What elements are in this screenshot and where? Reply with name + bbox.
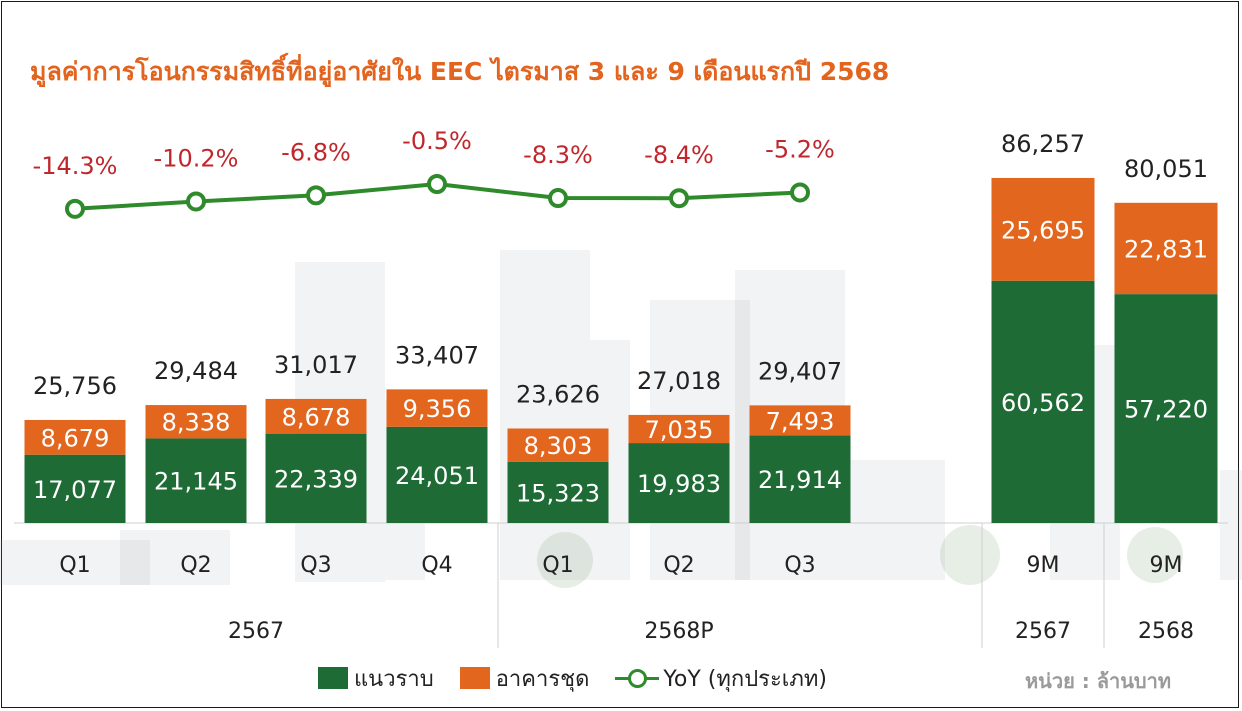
data-label-low-rise: 60,562 <box>1001 389 1085 417</box>
background-tree <box>1127 527 1183 583</box>
data-label-low-rise: 21,145 <box>154 468 238 496</box>
data-label-low-rise: 24,051 <box>395 462 479 490</box>
yoy-point <box>65 198 85 219</box>
background-building <box>1220 470 1242 580</box>
data-label-low-rise: 21,914 <box>758 466 842 494</box>
bar-low-rise <box>749 435 851 523</box>
background-building <box>500 250 590 580</box>
background-building <box>120 530 230 585</box>
bar-low-rise <box>628 443 730 523</box>
x-group-label: 2568P <box>644 619 713 644</box>
data-label-total: 23,626 <box>516 380 600 408</box>
legend-swatch-condo <box>459 667 490 689</box>
data-label-total: 80,051 <box>1124 155 1208 183</box>
data-label-total: 27,018 <box>637 367 721 395</box>
bar-condo <box>507 428 609 462</box>
x-tick-label: Q3 <box>300 553 331 578</box>
bar-condo <box>145 405 247 439</box>
bar-low-rise <box>1114 294 1218 523</box>
yoy-point <box>306 185 326 206</box>
data-label-total: 25,756 <box>33 372 117 400</box>
legend-item-yoy: YoY (ทุกประเภท) <box>615 661 827 696</box>
yoy-point <box>427 174 447 194</box>
yoy-data-label: -8.3% <box>523 141 593 169</box>
data-label-low-rise: 17,077 <box>33 476 117 504</box>
legend-swatch-low-rise <box>318 667 348 689</box>
data-label-condo: 8,678 <box>282 403 351 431</box>
legend-label-condo: อาคารชุด <box>495 666 590 692</box>
unit-note: หน่วย : ล้านบาท <box>1025 669 1171 693</box>
x-tick-label: Q2 <box>180 553 211 578</box>
data-label-condo: 9,356 <box>403 395 472 423</box>
x-tick-label: Q1 <box>542 553 573 578</box>
data-label-condo: 25,695 <box>1001 216 1085 244</box>
yoy-data-label: -0.5% <box>402 127 472 155</box>
data-label-low-rise: 15,323 <box>516 479 600 507</box>
data-label-condo: 7,035 <box>645 416 714 444</box>
bar-condo <box>991 177 1095 281</box>
bar-low-rise <box>24 454 126 523</box>
legend: แนวราบ อาคารชุด YoY (ทุกประเภท) <box>318 660 853 696</box>
yoy-data-label: -14.3% <box>33 152 118 180</box>
data-label-condo: 8,338 <box>162 409 231 437</box>
bar-condo <box>749 405 851 436</box>
x-tick-label: Q1 <box>59 553 90 578</box>
x-tick-label: 9M <box>1150 553 1183 578</box>
category-axis: Q1 Q2 Q3 Q4 Q1 Q2 Q3 9M 9M 2567 2568P 2567 2568 <box>59 553 1194 644</box>
background-building <box>845 460 945 580</box>
bar-condo <box>1114 202 1218 295</box>
yoy-line-series: -14.3% -10.2% -6.8% -0.5% -8.3% -8.4% -5.2% <box>33 127 835 219</box>
bar-low-rise <box>991 280 1095 523</box>
chart-title: มูลค่าการโอนกรรมสิทธิ์ที่อยู่อาศัยใน EEC… <box>30 57 890 86</box>
legend-item-low-rise: แนวราบ <box>318 661 434 696</box>
yoy-point <box>790 182 810 203</box>
data-label-condo: 8,303 <box>524 432 593 460</box>
legend-label-low-rise: แนวราบ <box>354 666 434 692</box>
data-label-low-rise: 22,339 <box>274 465 358 493</box>
bar-condo <box>386 389 488 427</box>
yoy-data-label: -8.4% <box>644 141 714 169</box>
yoy-data-label: -6.8% <box>281 138 351 166</box>
bar-low-rise <box>507 461 609 523</box>
data-label-condo: 22,831 <box>1124 235 1208 263</box>
data-label-total: 29,407 <box>758 357 842 385</box>
background-tree <box>537 532 593 588</box>
x-tick-label: Q4 <box>421 553 452 578</box>
legend-label-yoy: YoY (ทุกประเภท) <box>663 666 827 692</box>
data-label-low-rise: 19,983 <box>637 470 721 498</box>
yoy-data-label: -10.2% <box>154 144 239 172</box>
x-group-label: 2567 <box>1015 619 1071 644</box>
x-group-label: 2568 <box>1138 619 1194 644</box>
data-label-condo: 7,493 <box>766 407 835 435</box>
data-label-total: 33,407 <box>395 341 479 369</box>
data-label-total: 31,017 <box>274 351 358 379</box>
legend-item-condo: อาคารชุด <box>459 661 590 696</box>
yoy-point <box>186 191 206 212</box>
data-label-total: 86,257 <box>1001 130 1085 158</box>
data-label-condo: 8,679 <box>41 424 110 452</box>
data-label-total: 29,484 <box>154 357 238 385</box>
background-building <box>0 540 150 585</box>
bar-condo <box>265 398 367 434</box>
yoy-point <box>669 188 689 209</box>
x-tick-label: Q3 <box>784 553 815 578</box>
bar-low-rise <box>386 426 488 523</box>
bar-condo <box>628 414 730 444</box>
yoy-data-label: -5.2% <box>765 135 835 163</box>
x-tick-label: 9M <box>1027 553 1060 578</box>
bar-condo <box>24 419 126 455</box>
bar-low-rise <box>265 433 367 523</box>
x-tick-label: Q2 <box>663 553 694 578</box>
data-label-low-rise: 57,220 <box>1124 396 1208 424</box>
legend-marker-yoy <box>615 667 660 689</box>
bar-low-rise <box>145 438 247 523</box>
yoy-point <box>548 188 568 209</box>
bars: 17,077 8,679 25,756 21,145 8,338 29,484 22,339… <box>24 130 1218 523</box>
x-group-label: 2567 <box>228 619 284 644</box>
background-tree <box>940 525 1000 585</box>
